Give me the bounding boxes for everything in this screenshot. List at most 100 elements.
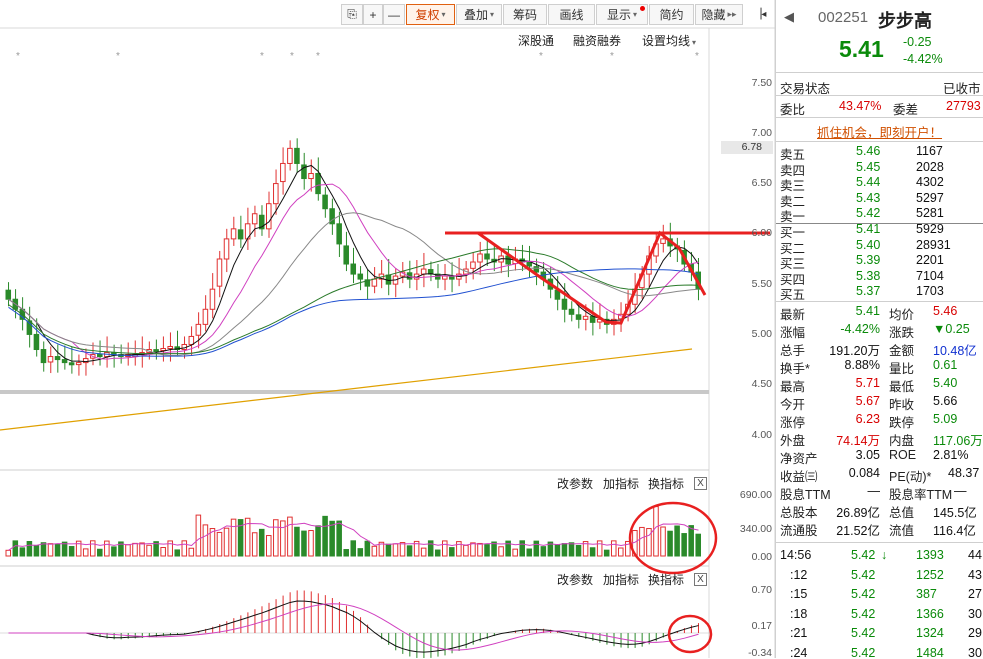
jianyue-button[interactable]: 简约 [649, 4, 694, 25]
zoom-in-button[interactable]: + [363, 4, 383, 25]
volume-bar [265, 535, 272, 557]
collapse-panel-button[interactable]: ▕◂ [750, 4, 770, 25]
divider [776, 223, 983, 224]
bid-price: 5.38 [856, 268, 881, 283]
macd-close-icon[interactable]: X [694, 573, 707, 586]
diejia-dropdown[interactable]: 叠加 ▾ [456, 4, 502, 25]
volume-bar [688, 525, 694, 557]
macd-change-params[interactable]: 改参数 [557, 573, 594, 587]
stat-label: 今开 [780, 398, 806, 412]
stat-row: 总股本 26.89亿 总值 145.5亿 [776, 501, 983, 520]
volume-bar [294, 526, 300, 557]
volume-bar [540, 546, 547, 557]
chouma-button[interactable]: 筹码 [503, 4, 547, 25]
candle-body [273, 183, 279, 205]
yincang-button[interactable]: 隐藏 ▸▸ [695, 4, 743, 25]
candle-body [343, 245, 349, 265]
volume-bar [139, 542, 145, 557]
tick-count: 29 [968, 626, 982, 640]
stat-value: 74.14万 [836, 434, 880, 448]
settings-ma-label: 设置均线 [642, 34, 691, 48]
stat-row: 最新 5.41 均价 5.46 [776, 303, 983, 322]
candle-body [477, 253, 483, 263]
volume-bar [188, 547, 195, 557]
macd-add-indicator[interactable]: 加指标 [603, 573, 640, 587]
volume-bar [195, 514, 202, 557]
refresh-button[interactable]: ⎘ [341, 4, 363, 25]
stat-label: 外盘 [780, 434, 806, 448]
ask-row: 卖五 5.46 1167 [776, 143, 983, 162]
price-tick: 4.00 [751, 429, 772, 441]
stat-label: 涨停 [780, 416, 806, 430]
tick-row: :21 5.42 1324 29 [776, 625, 983, 643]
open-account-link[interactable]: 抓住机会，即刻开户！ [817, 126, 943, 140]
volume-bar [111, 546, 117, 557]
volume-bar [695, 533, 701, 557]
volume-bar [681, 533, 687, 557]
bid-price: 5.41 [856, 222, 881, 236]
volume-add-indicator[interactable]: 加指标 [603, 477, 640, 491]
volume-ma-line [8, 522, 699, 551]
double-chevron-right-icon: ▸▸ [727, 9, 737, 19]
volume-switch-indicator[interactable]: 换指标 [648, 477, 685, 491]
event-marker-icon: * [539, 51, 543, 62]
stat-label: 跌停 [889, 416, 915, 430]
link-shengutong[interactable]: 深股通 [518, 34, 555, 48]
xianshi-label: 显示 [606, 8, 631, 22]
price-change: -0.25 [903, 35, 932, 49]
volume-bar [505, 540, 511, 557]
bid-price: 5.40 [856, 237, 881, 252]
volume-change-params[interactable]: 改参数 [557, 477, 594, 491]
volume-bar [639, 526, 645, 557]
candle-body [449, 275, 455, 280]
chevron-down-icon: ▾ [692, 38, 697, 47]
link-settings-ma[interactable]: 设置均线 ▾ [642, 32, 696, 49]
prev-stock-icon[interactable]: ◀ [784, 9, 794, 24]
volume-bar [280, 520, 286, 557]
ask-volume: 1167 [916, 144, 943, 158]
tick-volume: 1366 [916, 606, 944, 621]
volume-bar [498, 546, 504, 557]
collapse-icon: ▕◂ [753, 9, 767, 20]
candle-body [582, 315, 589, 320]
zoom-out-button[interactable]: — [383, 4, 405, 25]
volume-bar [526, 548, 533, 557]
kline-canvas[interactable]: * * * * * * * * [0, 0, 775, 658]
xianshi-dropdown[interactable]: 显示 ▾ [596, 4, 648, 25]
candle-body [188, 335, 195, 345]
macd-switch-indicator[interactable]: 换指标 [648, 573, 685, 587]
price-tick: 7.50 [751, 77, 772, 89]
volume-bar [653, 506, 659, 557]
volume-bar [216, 531, 223, 557]
stat-label: 流值 [889, 524, 915, 538]
tick-price: 5.42 [851, 548, 876, 562]
ask-row: 卖三 5.44 4302 [776, 174, 983, 193]
price-tick: 6.00 [751, 227, 772, 239]
weibi-value: 43.47% [839, 99, 882, 113]
ma60-line [8, 248, 699, 355]
ask-price: 5.46 [856, 144, 881, 158]
candle-body [209, 288, 216, 310]
volume-close-icon[interactable]: X [694, 477, 707, 490]
volume-bar [54, 543, 61, 557]
fuquan-dropdown[interactable]: 复权 ▾ [406, 4, 455, 25]
kline-chart-area[interactable]: * * * * * * * * ⎘ + — 复权 ▾ 叠加 ▾ 筹码 画线 显示 ▾ 简约 隐藏 ▸▸… [0, 0, 775, 659]
macd-dif-line [8, 600, 699, 653]
weibi-label: 委比 [780, 103, 806, 117]
price-tick: 5.00 [751, 328, 772, 340]
tick-row: :24 5.42 1484 30 [776, 645, 983, 659]
volume-bar [582, 541, 589, 557]
volume-bar [237, 519, 244, 557]
stat-value: 191.20万 [829, 344, 880, 358]
volume-bar [533, 540, 540, 557]
volume-bar [660, 526, 666, 557]
stat-value: 10.48亿 [933, 344, 977, 358]
stat-value: 26.89亿 [836, 506, 880, 520]
pattern-annotation [477, 230, 707, 325]
bid-label: 买五 [780, 288, 806, 302]
huaxian-button[interactable]: 画线 [548, 4, 595, 25]
bid-label: 买一 [780, 226, 806, 240]
link-rongzirongquan[interactable]: 融资融券 [573, 34, 622, 48]
price-band [0, 390, 709, 394]
volume-bar [301, 530, 307, 557]
